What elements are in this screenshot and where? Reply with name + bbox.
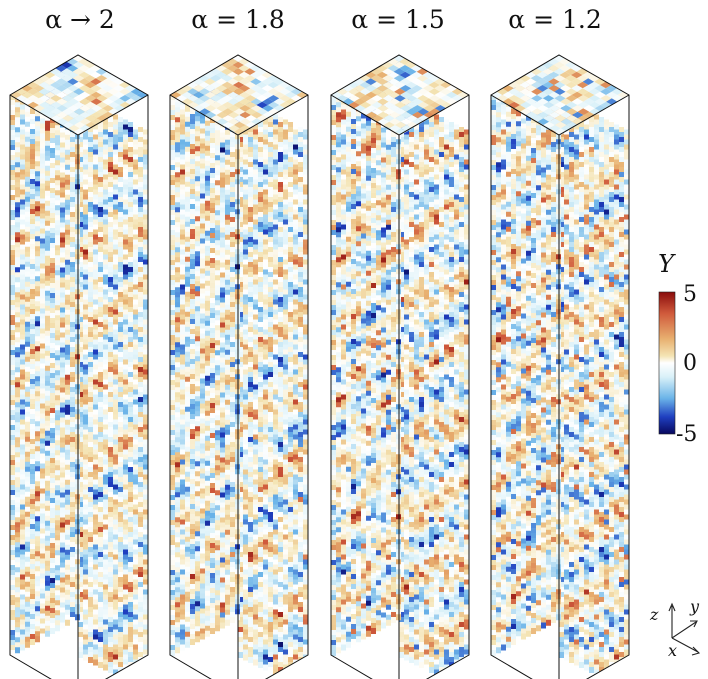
z-axis-label: z (649, 605, 659, 624)
colorbar-title: Y (658, 250, 676, 278)
colorbar: Y 5 0 -5 (658, 250, 697, 447)
column-outline (330, 54, 470, 679)
panel-label-2: α = 1.8 (191, 5, 284, 34)
column-outline (490, 54, 630, 679)
panel-label-3: α = 1.5 (351, 5, 444, 34)
panel-label-1: α → 2 (45, 5, 115, 34)
axes-triad (668, 602, 701, 656)
colorbar-tick-max: 5 (683, 282, 697, 307)
panel-label-4: α = 1.2 (508, 5, 601, 34)
field-column-4 (491, 55, 629, 679)
colorbar-gradient (658, 291, 676, 435)
x-axis-label: x (668, 641, 677, 660)
column-outline (9, 54, 149, 679)
x-axis-arrow (671, 637, 699, 653)
y-axis-arrow (671, 621, 697, 639)
field-column-3 (331, 55, 469, 679)
y-axis-label: y (689, 597, 700, 616)
colorbar-tick-min: -5 (676, 422, 697, 447)
column-outline (169, 54, 309, 679)
colorbar-tick-mid: 0 (683, 351, 697, 376)
field-column-1 (10, 55, 148, 679)
field-columns (9, 54, 630, 679)
field-column-2 (170, 55, 308, 679)
